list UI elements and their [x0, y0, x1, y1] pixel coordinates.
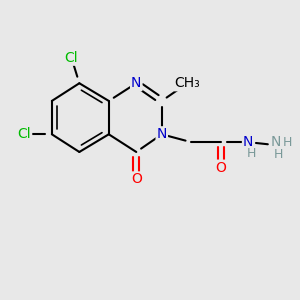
Text: N: N — [243, 135, 253, 149]
Text: H: H — [283, 136, 292, 148]
Text: N: N — [157, 127, 167, 141]
Text: N: N — [131, 76, 141, 90]
Text: N: N — [270, 135, 281, 149]
Text: CH₃: CH₃ — [174, 76, 200, 90]
Text: O: O — [215, 161, 226, 175]
Text: H: H — [246, 147, 256, 161]
Text: Cl: Cl — [65, 51, 78, 65]
Text: O: O — [131, 172, 142, 186]
Text: H: H — [274, 148, 283, 161]
Text: Cl: Cl — [18, 127, 31, 141]
